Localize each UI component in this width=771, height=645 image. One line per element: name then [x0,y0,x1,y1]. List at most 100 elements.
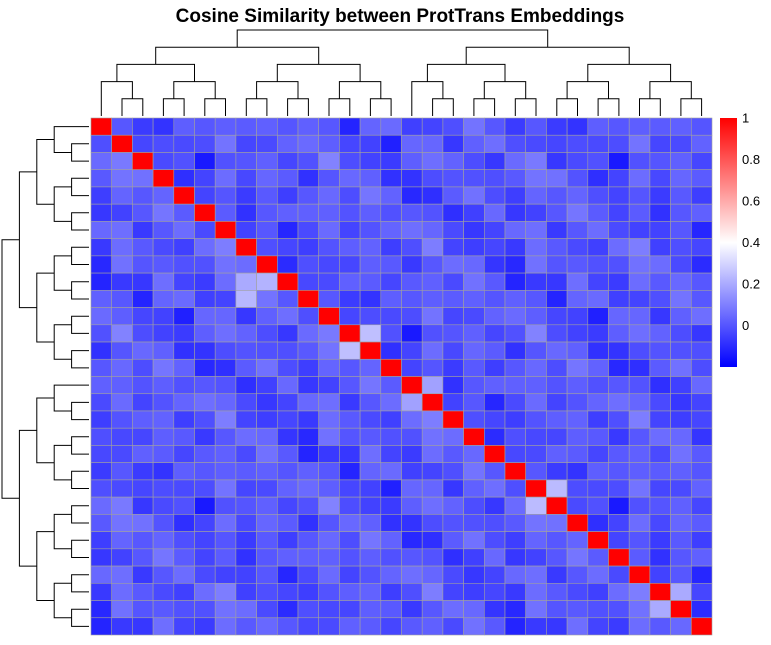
heatmap-cell [463,548,485,567]
dendrogram-branch [236,29,549,48]
heatmap-cell [670,221,692,239]
heatmap-cell [318,514,340,532]
heatmap-cell [690,272,713,291]
heatmap-cell [380,548,402,567]
heatmap-cell [132,531,154,550]
heatmap-cell [214,410,237,429]
heatmap-cell [214,427,237,446]
heatmap-cell [525,341,547,360]
heatmap-cell [628,427,651,446]
heatmap-cell [90,376,113,395]
heatmap-cell [297,324,320,343]
heatmap-cell [235,479,257,498]
heatmap-cell [173,582,195,601]
heatmap-cell [587,600,609,619]
heatmap-cell [649,117,671,136]
heatmap-cell [339,324,361,343]
heatmap-cell [276,617,299,636]
heatmap-cell [380,445,402,463]
heatmap-cell [214,203,237,222]
dendrogram-branch [36,139,55,205]
heatmap-cell [608,186,630,205]
heatmap-cell [670,203,692,222]
heatmap-cell [297,290,320,308]
heatmap-cell [276,548,299,567]
heatmap-cell [566,600,589,619]
heatmap-cell [401,341,423,360]
heatmap-cell [276,341,299,360]
heatmap-cell [463,134,485,153]
heatmap-cell [401,376,423,395]
heatmap-cell [525,445,547,463]
heatmap-cell [442,341,464,360]
heatmap-cell [483,152,506,171]
heatmap-cell [690,445,713,463]
heatmap-cell [670,514,692,532]
heatmap-cell [628,514,651,532]
heatmap-cell [587,324,609,343]
heatmap-cell [587,203,609,222]
heatmap-cell [649,238,671,257]
dendrogram-branch [71,212,89,231]
heatmap-cell [214,445,237,463]
heatmap-cell [173,445,195,463]
heatmap-cell [421,582,444,601]
heatmap-cell [628,445,651,463]
heatmap-cell [670,238,692,257]
heatmap-cell [463,272,485,291]
heatmap-cell [214,617,237,636]
heatmap-cell [566,410,589,429]
dendrogram-branch [53,255,72,291]
heatmap-cell [380,514,402,532]
dendrogram-branch [71,350,89,369]
heatmap-cell [442,600,464,619]
heatmap-cell [297,117,320,136]
heatmap-cell [401,462,423,481]
heatmap-cell [546,358,568,377]
heatmap-cell [421,531,444,550]
heatmap-cell [525,393,547,412]
dendrogram-branch [155,46,320,65]
heatmap-cell [463,565,485,584]
heatmap-cell [566,582,589,601]
heatmap-cell [132,582,154,601]
heatmap-cell [173,203,195,222]
heatmap-cell [256,307,278,326]
heatmap-cell [339,445,361,463]
heatmap-cell [483,203,506,222]
heatmap-cell [566,255,589,274]
heatmap-cell [504,255,527,274]
heatmap-cell [359,272,382,291]
heatmap-cell [670,324,692,343]
heatmap-cell [670,582,692,601]
heatmap-cell [194,169,216,188]
heatmap-cell [380,617,402,636]
dendrogram-branch [71,574,89,593]
heatmap-cell [546,238,568,257]
heatmap-cell [380,117,402,136]
heatmap-cell [276,238,299,257]
heatmap-cell [318,203,340,222]
heatmap-cell [380,307,402,326]
heatmap-cell [152,462,175,481]
heatmap-cell [256,617,278,636]
heatmap-cell [504,238,527,257]
heatmap-cell [546,514,568,532]
heatmap-cell [442,358,464,377]
heatmap-cell [483,134,506,153]
heatmap-cell [111,358,133,377]
heatmap-cell [690,203,713,222]
heatmap-cell [525,169,547,188]
heatmap-cell [566,238,589,257]
heatmap-cell [525,238,547,257]
heatmap-cell [463,117,485,136]
heatmap-cell [318,427,340,446]
heatmap-cell [276,221,299,239]
heatmap-cell [214,186,237,205]
heatmap-cell [318,479,340,498]
heatmap-cell [90,272,113,291]
heatmap-cell [111,531,133,550]
heatmap-cell [276,307,299,326]
heatmap-cell [566,531,589,550]
heatmap-cell [546,152,568,171]
